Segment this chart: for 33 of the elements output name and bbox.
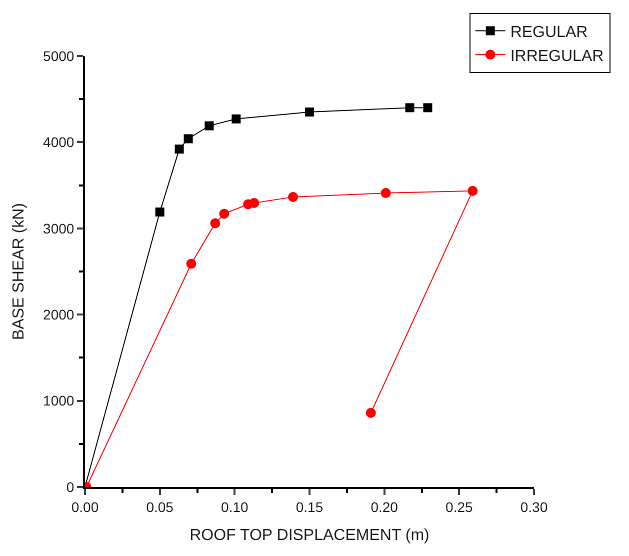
point — [219, 208, 230, 219]
point — [405, 103, 414, 112]
y-axis-title: BASE SHEAR (kN) — [10, 203, 28, 340]
point — [468, 186, 478, 196]
y-tick-label: 1000 — [43, 392, 74, 409]
x-tick-label: 0.05 — [146, 498, 174, 515]
point — [305, 108, 314, 117]
point — [380, 188, 391, 198]
point — [186, 258, 196, 269]
point — [204, 121, 214, 130]
point — [249, 198, 260, 208]
x-tick-label: 0.00 — [71, 498, 99, 515]
legend-label: IRREGULAR — [510, 48, 604, 65]
y-tick-label: 4000 — [43, 134, 74, 150]
x-tick-label: 0.25 — [446, 498, 474, 515]
point — [366, 408, 376, 418]
point — [423, 103, 432, 112]
point — [174, 144, 184, 154]
x-tick-label: 0.10 — [221, 498, 249, 515]
x-axis-title: ROOF TOP DISPLACEMENT (m) — [190, 527, 430, 544]
point — [210, 218, 220, 228]
x-tick-label: 0.30 — [520, 498, 548, 515]
y-tick-label: 2000 — [43, 306, 74, 322]
legend-label: REGULAR — [510, 24, 588, 42]
point — [155, 208, 164, 217]
y-tick-label: 5000 — [43, 48, 74, 64]
x-tick-label: 0.20 — [370, 498, 398, 515]
y-tick-label: 3000 — [43, 220, 74, 236]
point — [288, 192, 298, 202]
point — [184, 134, 193, 144]
point — [232, 114, 241, 124]
x-tick-label: 0.15 — [296, 498, 324, 515]
y-tick-label: 0 — [66, 478, 74, 495]
